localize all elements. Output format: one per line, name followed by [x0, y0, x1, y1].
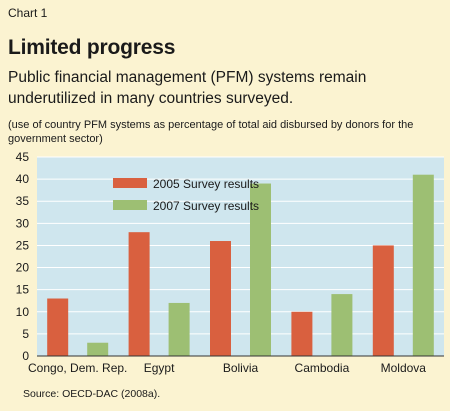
- y-tick-label: 45: [16, 150, 30, 164]
- legend-swatch-2007: [113, 200, 147, 210]
- legend: 2005 Survey results 2007 Survey results: [113, 177, 259, 213]
- bar-2007-2: [250, 183, 271, 356]
- bars: [47, 174, 434, 356]
- x-category-label: Moldova: [381, 361, 427, 375]
- y-tick-label: 0: [22, 349, 29, 363]
- legend-label-2007: 2007 Survey results: [153, 199, 259, 213]
- legend-label-2005: 2005 Survey results: [153, 177, 259, 191]
- bar-2005-3: [291, 311, 313, 356]
- bar-2005-1: [128, 232, 150, 356]
- x-category-label: Egypt: [144, 361, 175, 375]
- bar-2005-0: [47, 298, 69, 356]
- x-category-label: Congo, Dem. Rep.: [28, 361, 127, 375]
- source-note: Source: OECD-DAC (2008a).: [23, 388, 161, 400]
- bar-2007-4: [412, 174, 434, 356]
- y-tick-label: 25: [16, 238, 30, 252]
- chart-title: Limited progress: [8, 36, 176, 59]
- chart-number-label: Chart 1: [8, 6, 48, 20]
- y-tick-label: 20: [16, 261, 30, 275]
- chart-unit-note: (use of country PFM systems as percentag…: [8, 119, 414, 145]
- x-axis-categories: Congo, Dem. Rep. Egypt Bolivia Cambodia Mold…: [28, 361, 426, 375]
- x-category-label: Cambodia: [295, 361, 350, 375]
- y-tick-label: 35: [16, 194, 30, 208]
- y-tick-label: 40: [16, 172, 30, 186]
- bar-2005-4: [372, 245, 394, 356]
- y-tick-label: 30: [16, 216, 30, 230]
- y-tick-label: 5: [22, 327, 29, 341]
- legend-swatch-2005: [113, 178, 147, 188]
- bar-2007-3: [331, 294, 353, 356]
- bar-2005-2: [210, 241, 231, 356]
- x-category-label: Bolivia: [223, 361, 259, 375]
- chart-subtitle: Public financial management (PFM) system…: [8, 69, 367, 107]
- bar-2007-1: [168, 302, 190, 356]
- y-axis-ticks: 0 5 10 15 20 25 30 35 40 45: [16, 150, 30, 363]
- bar-2007-0: [87, 342, 109, 356]
- y-tick-label: 15: [16, 283, 30, 297]
- y-tick-label: 10: [16, 305, 30, 319]
